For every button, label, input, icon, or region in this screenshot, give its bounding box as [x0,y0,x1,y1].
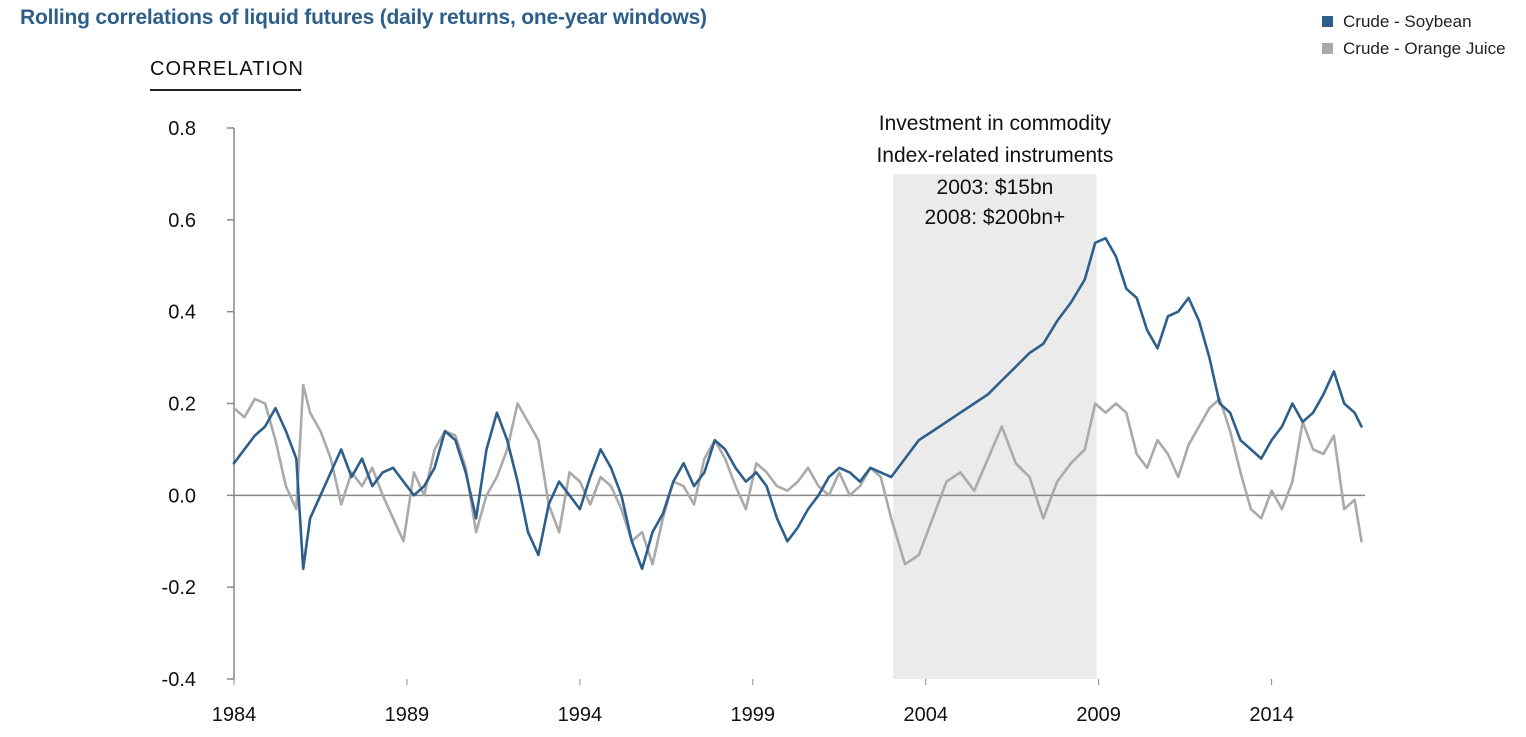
y-tick-label: -0.4 [162,669,196,691]
annotation-line-2: 2003: $15bn [937,176,1054,199]
annotation-line-1: Index-related instruments [876,144,1113,167]
shaded-region-annotation: Investment in commodity Index-related ins… [876,112,1113,229]
y-axis-label-block: CORRELATION [150,58,304,91]
y-tick-label: 0.0 [168,485,196,507]
shaded-region [893,174,1097,679]
legend-swatch-crude-soybean [1322,16,1333,27]
legend-item-crude-orange-juice: Crude - Orange Juice [1322,35,1506,62]
y-tick-label: 0.6 [168,210,196,232]
x-tick-label: 2004 [903,704,948,726]
axes: 0.8 0.6 0.4 0.2 0.0 -0.2 -0.4 1984 1989 1994 1999 2… [162,118,1365,726]
x-tick-label: 1999 [731,704,776,726]
x-tick-label: 1989 [385,704,430,726]
x-tick-label: 2009 [1076,704,1121,726]
x-tick-label: 2014 [1249,704,1294,726]
legend-label-crude-orange-juice: Crude - Orange Juice [1343,38,1506,58]
legend-item-crude-soybean: Crude - Soybean [1322,8,1506,35]
y-tick-label: 0.8 [168,118,196,140]
annotation-line-0: Investment in commodity [879,112,1112,135]
series-lines [232,236,1363,571]
legend: Crude - Soybean Crude - Orange Juice [1322,8,1506,62]
series-line-crude-soybean [232,236,1363,571]
legend-label-crude-soybean: Crude - Soybean [1343,11,1472,31]
y-tick-label: 0.2 [168,394,196,416]
x-tick-label: 1994 [558,704,603,726]
y-tick-label: -0.2 [162,577,196,599]
chart-title: Rolling correlations of liquid futures (… [20,6,707,29]
annotation-line-3: 2008: $200bn+ [925,206,1066,229]
y-axis-label: CORRELATION [150,58,304,80]
series-line-crude-orange-juice [232,383,1363,566]
x-tick-label: 1984 [212,704,257,726]
legend-swatch-crude-orange-juice [1322,43,1333,54]
y-tick-label: 0.4 [168,302,196,324]
